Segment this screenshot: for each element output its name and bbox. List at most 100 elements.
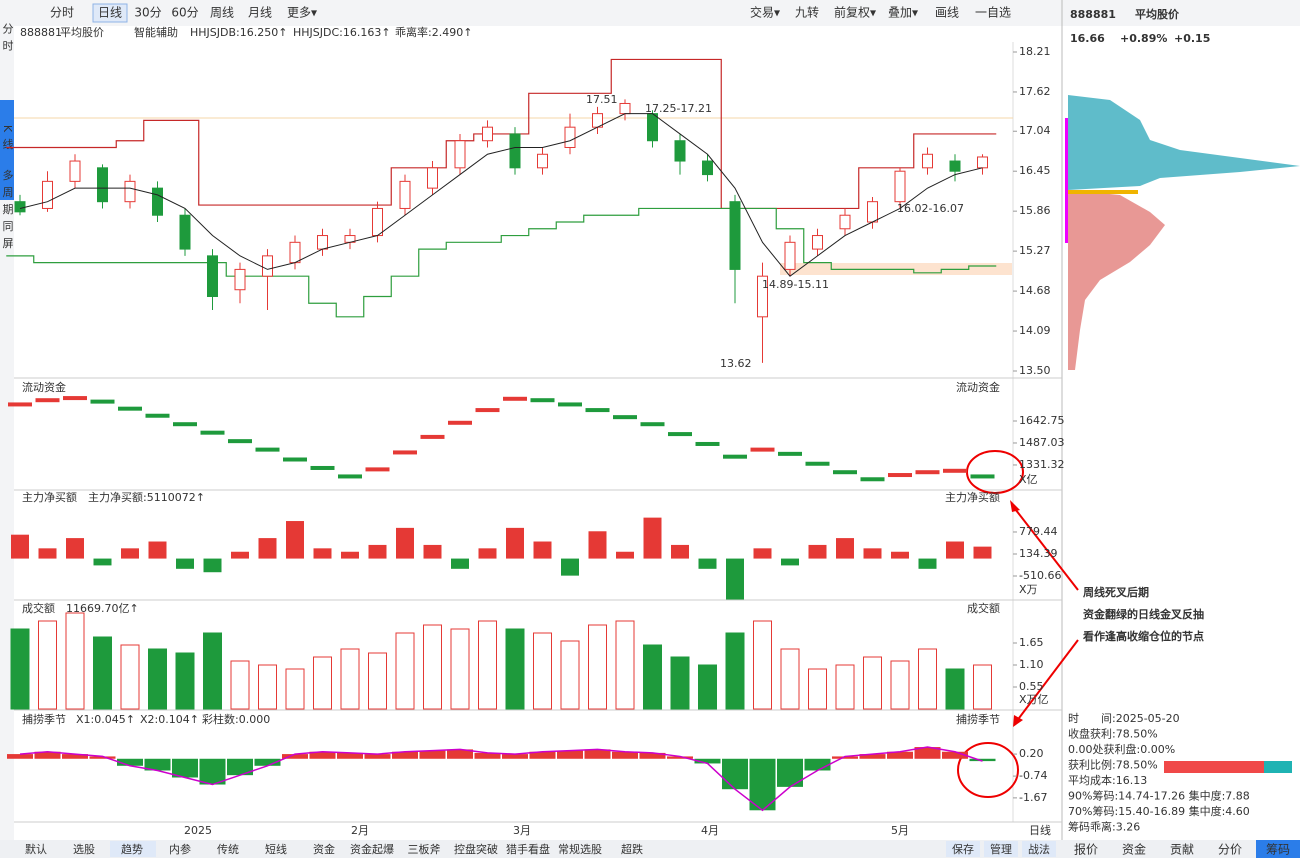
bottom-tab[interactable]: 选股 (73, 843, 95, 856)
bottom-button[interactable]: 战法 (1028, 842, 1050, 856)
panel-tab[interactable]: 报价 (1074, 842, 1098, 857)
flow-point (475, 408, 500, 413)
stock-chg: +0.15 (1174, 32, 1210, 45)
arrow (1011, 504, 1079, 591)
candle-body (207, 255, 218, 297)
netbuy-bar (368, 544, 387, 559)
panel-tab[interactable]: 筹码 (1266, 843, 1290, 857)
flow-point (35, 398, 60, 403)
header-name: 平均股价 (60, 26, 104, 39)
flow-point (530, 398, 555, 403)
capture-bar (667, 756, 693, 759)
candle-body (69, 160, 81, 182)
capture-bar (282, 754, 308, 759)
chip-cost (1068, 190, 1138, 194)
panel-tab[interactable]: 贡献 (1170, 842, 1194, 857)
toolbar-item[interactable]: 月线 (248, 6, 272, 20)
capture-bar (34, 751, 61, 759)
toolbar-item[interactable]: 更多▾ (287, 6, 317, 20)
toolbar-item[interactable]: 九转 (795, 5, 819, 20)
capture-bar (447, 749, 473, 759)
bottom-tab[interactable]: 默认 (25, 843, 47, 856)
volume-bar (643, 644, 662, 710)
capture-line (19, 746, 983, 812)
header-code: 888881 (20, 26, 62, 39)
capture-bar (254, 758, 281, 766)
sidebar-tab[interactable]: 分时 (1, 23, 14, 57)
netbuy-bar (506, 527, 524, 559)
note-text: 周线死叉后期 (1083, 585, 1149, 599)
toolbar-item[interactable]: 30分 (134, 6, 161, 20)
candle-body (234, 268, 246, 291)
y-tick-label: 17.62 (1019, 85, 1051, 98)
volume-bar (450, 628, 470, 710)
tab-active (92, 3, 128, 23)
toolbar-item[interactable]: 前复权▾ (834, 5, 876, 20)
netbuy-bar (918, 558, 937, 569)
y-tick-label: 1331.32 (1019, 458, 1065, 471)
bottom-button[interactable]: 保存 (952, 842, 974, 856)
flow-point (145, 413, 170, 418)
capture-bar (392, 751, 418, 759)
flow-point (8, 402, 32, 407)
candle-body (894, 170, 906, 203)
toolbar-item[interactable]: 分时 (50, 6, 74, 20)
volume-bar (175, 652, 195, 710)
netbuy-bar (533, 541, 552, 559)
toolbar-item[interactable]: 60分 (171, 6, 198, 20)
toolbar-item[interactable]: 日线 (98, 6, 122, 20)
bottom-tab[interactable]: 超跌 (621, 842, 643, 856)
netbuy-bar (836, 538, 854, 559)
candle-body (152, 187, 163, 216)
y-tick-label: 15.86 (1019, 204, 1051, 217)
y-tick-label: 14.68 (1019, 284, 1051, 297)
panel-tab[interactable]: 资金 (1122, 842, 1146, 857)
panel-tab[interactable]: 分价 (1218, 843, 1242, 857)
button-bg (1022, 841, 1056, 857)
bottom-tab[interactable]: 趋势 (121, 843, 143, 856)
bottom-bar (0, 840, 1300, 858)
volume-bar (368, 652, 387, 710)
note-text: 资金翻绿的日线金叉反抽 (1083, 607, 1204, 621)
bottom-tab[interactable]: 三板斧 (408, 842, 441, 856)
candle-body (839, 214, 851, 230)
toolbar-item[interactable]: 周线 (210, 6, 234, 20)
flow-point (915, 470, 940, 475)
toolbar-item[interactable]: 一自选 (975, 6, 1011, 20)
bottom-button[interactable]: 管理 (990, 842, 1012, 856)
volume-bar (863, 656, 882, 710)
candle-body (537, 153, 548, 169)
candle-body (702, 160, 713, 176)
netbuy-bar (726, 558, 744, 600)
y-tick-label: 0.20 (1019, 747, 1044, 760)
netbuy-bar (38, 548, 57, 559)
arrow-head (1013, 715, 1023, 727)
toolbar-item[interactable]: 交易▾ (750, 5, 780, 20)
toolbar-item[interactable]: 叠加▾ (888, 6, 918, 20)
capture-bar (639, 752, 666, 759)
sidebar-tab[interactable]: 多周期同屏 (1, 168, 14, 254)
toolbar-item[interactable]: 画线 (935, 6, 959, 20)
y-tick-label: -510.66 (1019, 569, 1061, 582)
sidebar-tab[interactable]: K线 (1, 125, 14, 155)
bottom-tab[interactable]: 资金 (313, 842, 335, 856)
netbuy-bar (121, 548, 139, 559)
bottom-tab[interactable]: 传统 (217, 843, 239, 856)
y-tick-label: -1.67 (1019, 791, 1047, 804)
bottom-tab[interactable]: 常规选股 (558, 842, 602, 856)
bottom-tab[interactable]: 控盘突破 (454, 842, 498, 856)
candle-body (949, 160, 961, 172)
bottom-tab[interactable]: 内参 (169, 842, 191, 856)
bottom-tab[interactable]: 短线 (265, 842, 287, 856)
volume-bar (698, 664, 717, 710)
chip-info: 90%筹码:14.74-17.26 集中度:7.88 (1068, 789, 1250, 803)
capture-bar (7, 754, 33, 759)
bottom-tab[interactable]: 猎手看盘 (506, 842, 550, 856)
panel-title-right: 捕捞季节 (956, 712, 1000, 726)
panel-title: 主力净买额 (22, 490, 77, 504)
netbuy-bar (341, 551, 359, 559)
flow-point (448, 420, 472, 425)
y-tick-label: 17.04 (1019, 124, 1051, 137)
bottom-tab[interactable]: 资金起爆 (350, 842, 394, 856)
panel-title: 捕捞季节 (22, 712, 66, 726)
